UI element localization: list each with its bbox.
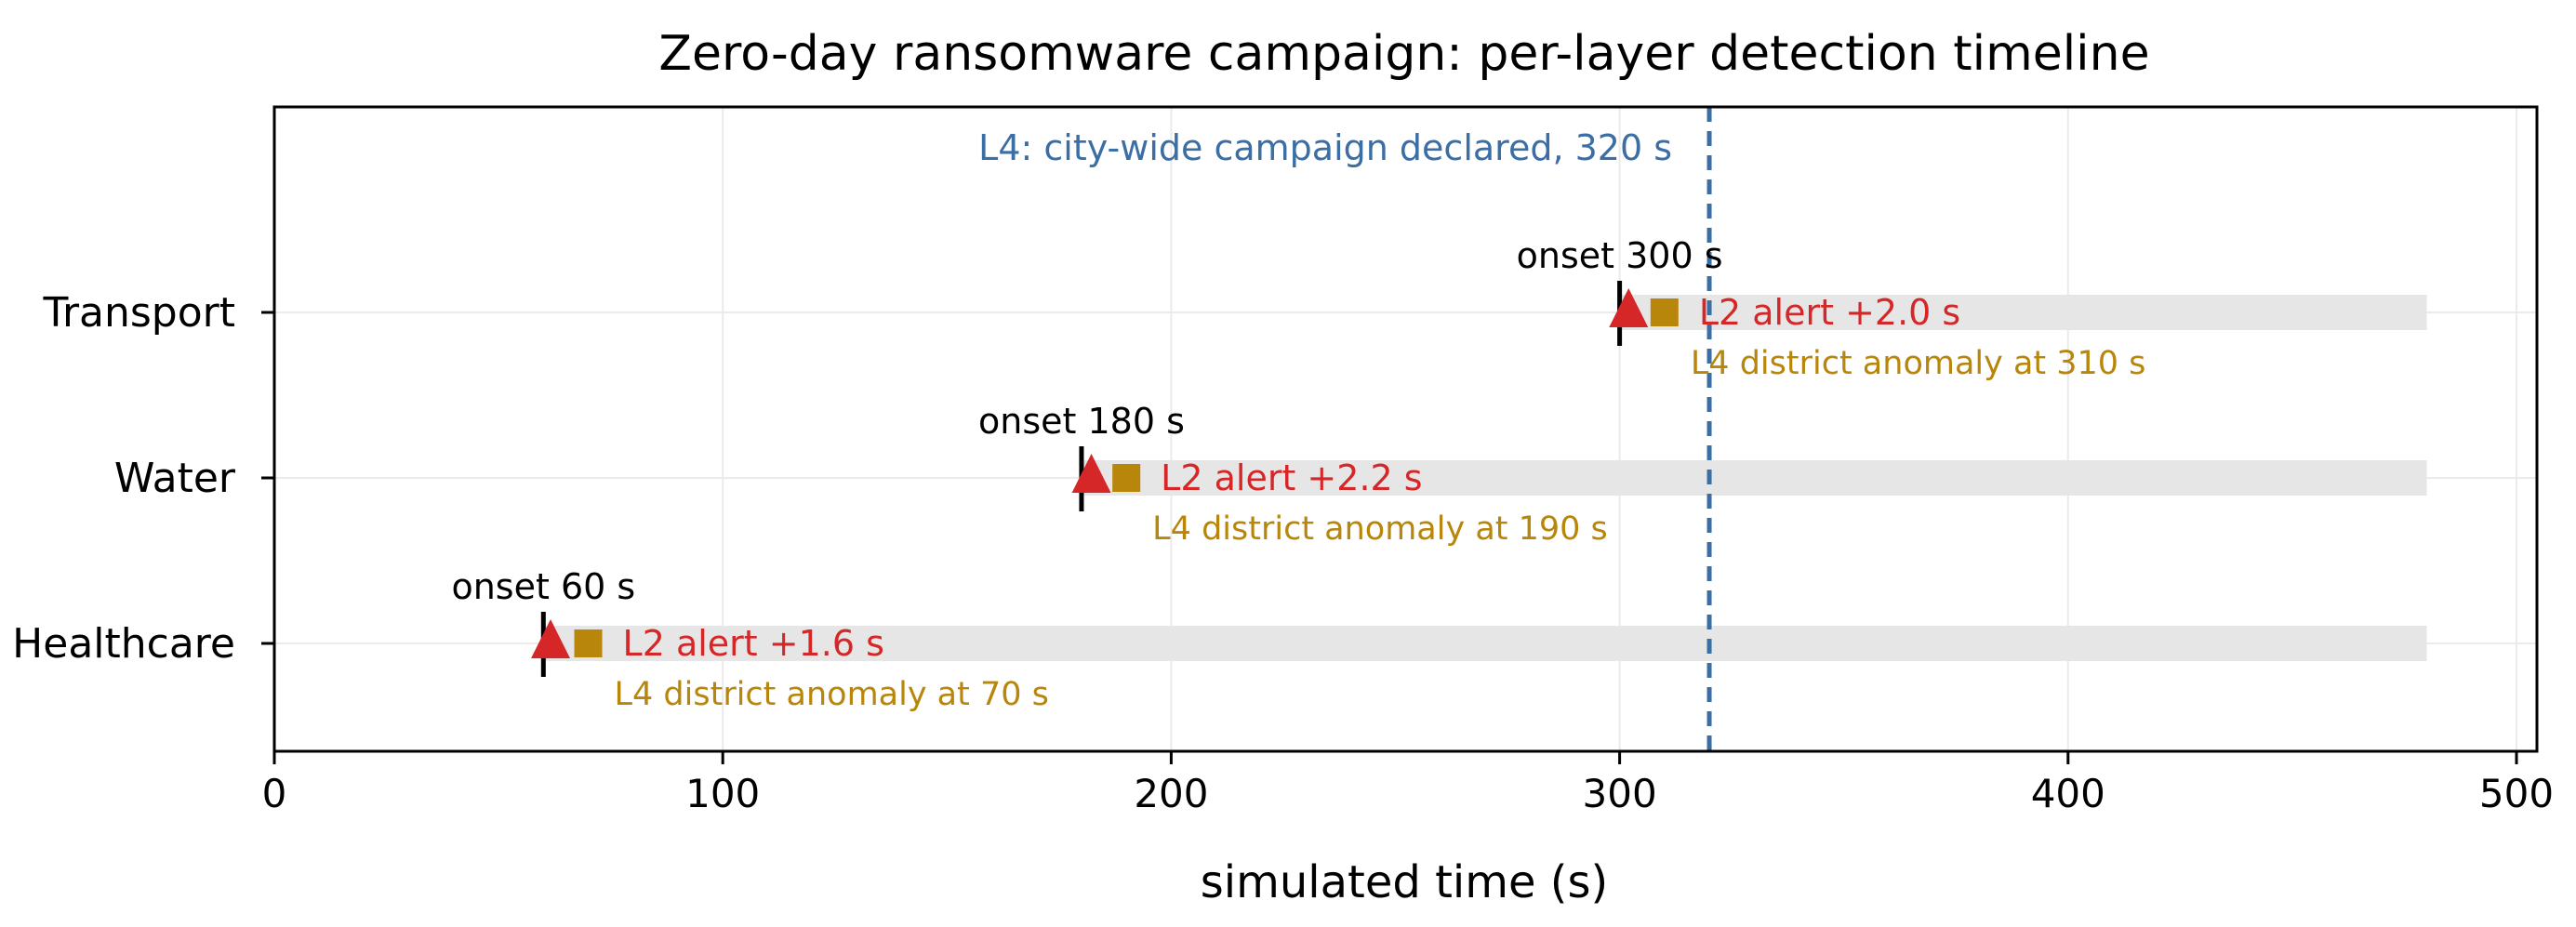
y-axis: Transport Water Healthcare (12, 289, 274, 668)
sector-timeline-bar (1081, 460, 2427, 496)
event-labels: onset 300 s L2 alert +2.0 s L4 district an… (451, 235, 2145, 713)
l2-alert-marker (1609, 287, 1649, 327)
x-tick-label: 200 (1134, 771, 1208, 816)
sector-timeline-bar (1619, 295, 2427, 330)
sector-timeline-bar (543, 626, 2427, 661)
chart-title: Zero-day ransomware campaign: per-layer … (658, 26, 2149, 82)
l2-alert-label: L2 alert +2.0 s (1699, 292, 1960, 333)
x-axis-label: simulated time (s) (1201, 856, 1609, 908)
event-markers (531, 281, 1679, 677)
x-tick-label: 0 (262, 771, 287, 816)
campaign-declared-label: L4: city-wide campaign declared, 320 s (978, 127, 1672, 168)
y-category-label: Water (114, 455, 236, 502)
l2-alert-marker (531, 618, 571, 658)
x-tick-label: 100 (685, 771, 760, 816)
x-axis: 0 100 200 300 400 500 (262, 751, 2554, 816)
x-tick-label: 300 (1583, 771, 1657, 816)
l4-district-label: L4 district anomaly at 190 s (1152, 510, 1608, 548)
onset-label: onset 60 s (451, 566, 635, 607)
y-category-label: Transport (43, 289, 235, 337)
l4-district-label: L4 district anomaly at 70 s (615, 676, 1049, 713)
plot-frame (272, 105, 2539, 753)
x-tick-label: 500 (2479, 771, 2554, 816)
onset-label: onset 180 s (978, 401, 1185, 442)
l4-district-marker (574, 629, 603, 657)
campaign-marker: L4: city-wide campaign declared, 320 s (978, 107, 1712, 751)
l4-district-marker (1112, 464, 1141, 492)
x-tick-label: 400 (2031, 771, 2105, 816)
sector-bars (543, 295, 2427, 661)
l4-district-label: L4 district anomaly at 310 s (1691, 345, 2146, 382)
y-category-label: Healthcare (12, 620, 235, 668)
l4-district-marker (1650, 298, 1679, 326)
l2-alert-label: L2 alert +1.6 s (623, 623, 884, 664)
l2-alert-marker (1071, 453, 1111, 493)
l2-alert-label: L2 alert +2.2 s (1161, 457, 1422, 498)
onset-label: onset 300 s (1517, 235, 1723, 276)
